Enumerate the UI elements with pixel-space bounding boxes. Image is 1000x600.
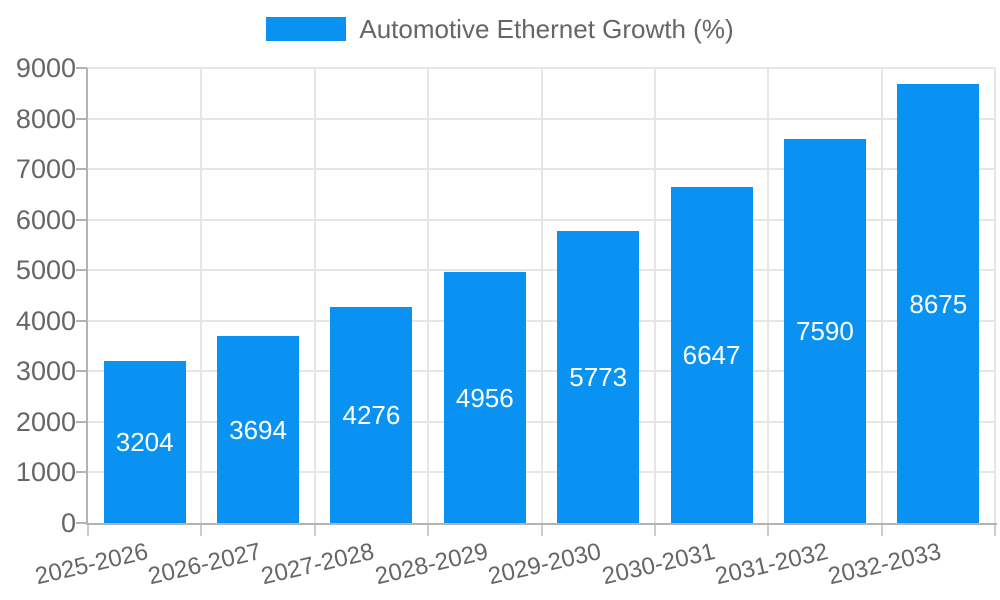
x-axis-tick: [87, 523, 89, 536]
y-axis-tick-label: 0: [60, 508, 76, 538]
x-axis-tick: [994, 523, 996, 536]
bar[interactable]: [897, 84, 980, 523]
x-axis-line: [86, 523, 997, 525]
y-axis-tick-label: 6000: [15, 204, 76, 235]
legend-swatch-icon: [266, 17, 347, 41]
y-axis-tick-label: 4000: [15, 305, 76, 336]
y-axis-tick: [76, 471, 87, 474]
bar[interactable]: [557, 231, 640, 523]
y-axis-tick: [76, 218, 87, 221]
y-axis-tick: [76, 522, 87, 524]
x-gridline: [540, 68, 543, 523]
x-axis-tick: [313, 523, 316, 536]
y-axis-tick: [76, 117, 87, 120]
bar-value-label: 3204: [115, 427, 174, 457]
y-axis-tick-label: 7000: [15, 154, 76, 185]
x-gridline: [427, 68, 430, 523]
x-gridline: [313, 68, 316, 523]
bar-value-label: 6647: [682, 339, 741, 370]
x-gridline: [880, 68, 883, 523]
x-axis-tick: [427, 523, 430, 536]
x-axis-tick: [653, 523, 656, 536]
bar[interactable]: [783, 139, 866, 523]
bar[interactable]: [330, 306, 413, 523]
plot-right-border: [994, 68, 996, 523]
bar-value-label: 3694: [229, 414, 287, 445]
y-axis-tick-label: 8000: [15, 103, 76, 134]
bar[interactable]: [443, 272, 526, 523]
bar[interactable]: [103, 361, 186, 523]
y-axis-tick: [76, 420, 87, 423]
y-axis-tick-label: 2000: [15, 406, 76, 437]
x-gridline: [653, 68, 656, 523]
bar-value-label: 8675: [909, 288, 968, 319]
y-axis-tick-label: 5000: [15, 255, 76, 286]
x-axis-tick: [880, 523, 883, 536]
y-axis-tick: [76, 269, 87, 272]
bar[interactable]: [217, 336, 300, 523]
y-axis-tick: [76, 168, 87, 171]
x-gridline: [200, 68, 203, 523]
bar-value-label: 4276: [342, 399, 401, 430]
chart-legend[interactable]: Automotive Ethernet Growth (%): [0, 16, 1000, 42]
x-axis-tick: [767, 523, 770, 536]
bar-value-label: 5773: [569, 362, 628, 393]
bar[interactable]: [670, 186, 753, 523]
x-gridline: [767, 68, 770, 523]
bar-value-label: 7590: [796, 316, 854, 347]
x-axis-tick: [540, 523, 543, 536]
bar-value-label: 4956: [455, 382, 514, 413]
y-axis-tick: [76, 319, 87, 322]
y-axis-tick: [76, 370, 87, 373]
y-axis-tick: [76, 67, 87, 69]
y-axis-line: [86, 68, 88, 525]
x-axis-tick: [200, 523, 203, 536]
y-axis-tick-label: 1000: [15, 457, 76, 488]
legend-label: Automotive Ethernet Growth (%): [359, 14, 734, 44]
y-axis-tick-label: 3000: [15, 356, 76, 387]
y-axis-tick-label: 9000: [15, 53, 76, 83]
